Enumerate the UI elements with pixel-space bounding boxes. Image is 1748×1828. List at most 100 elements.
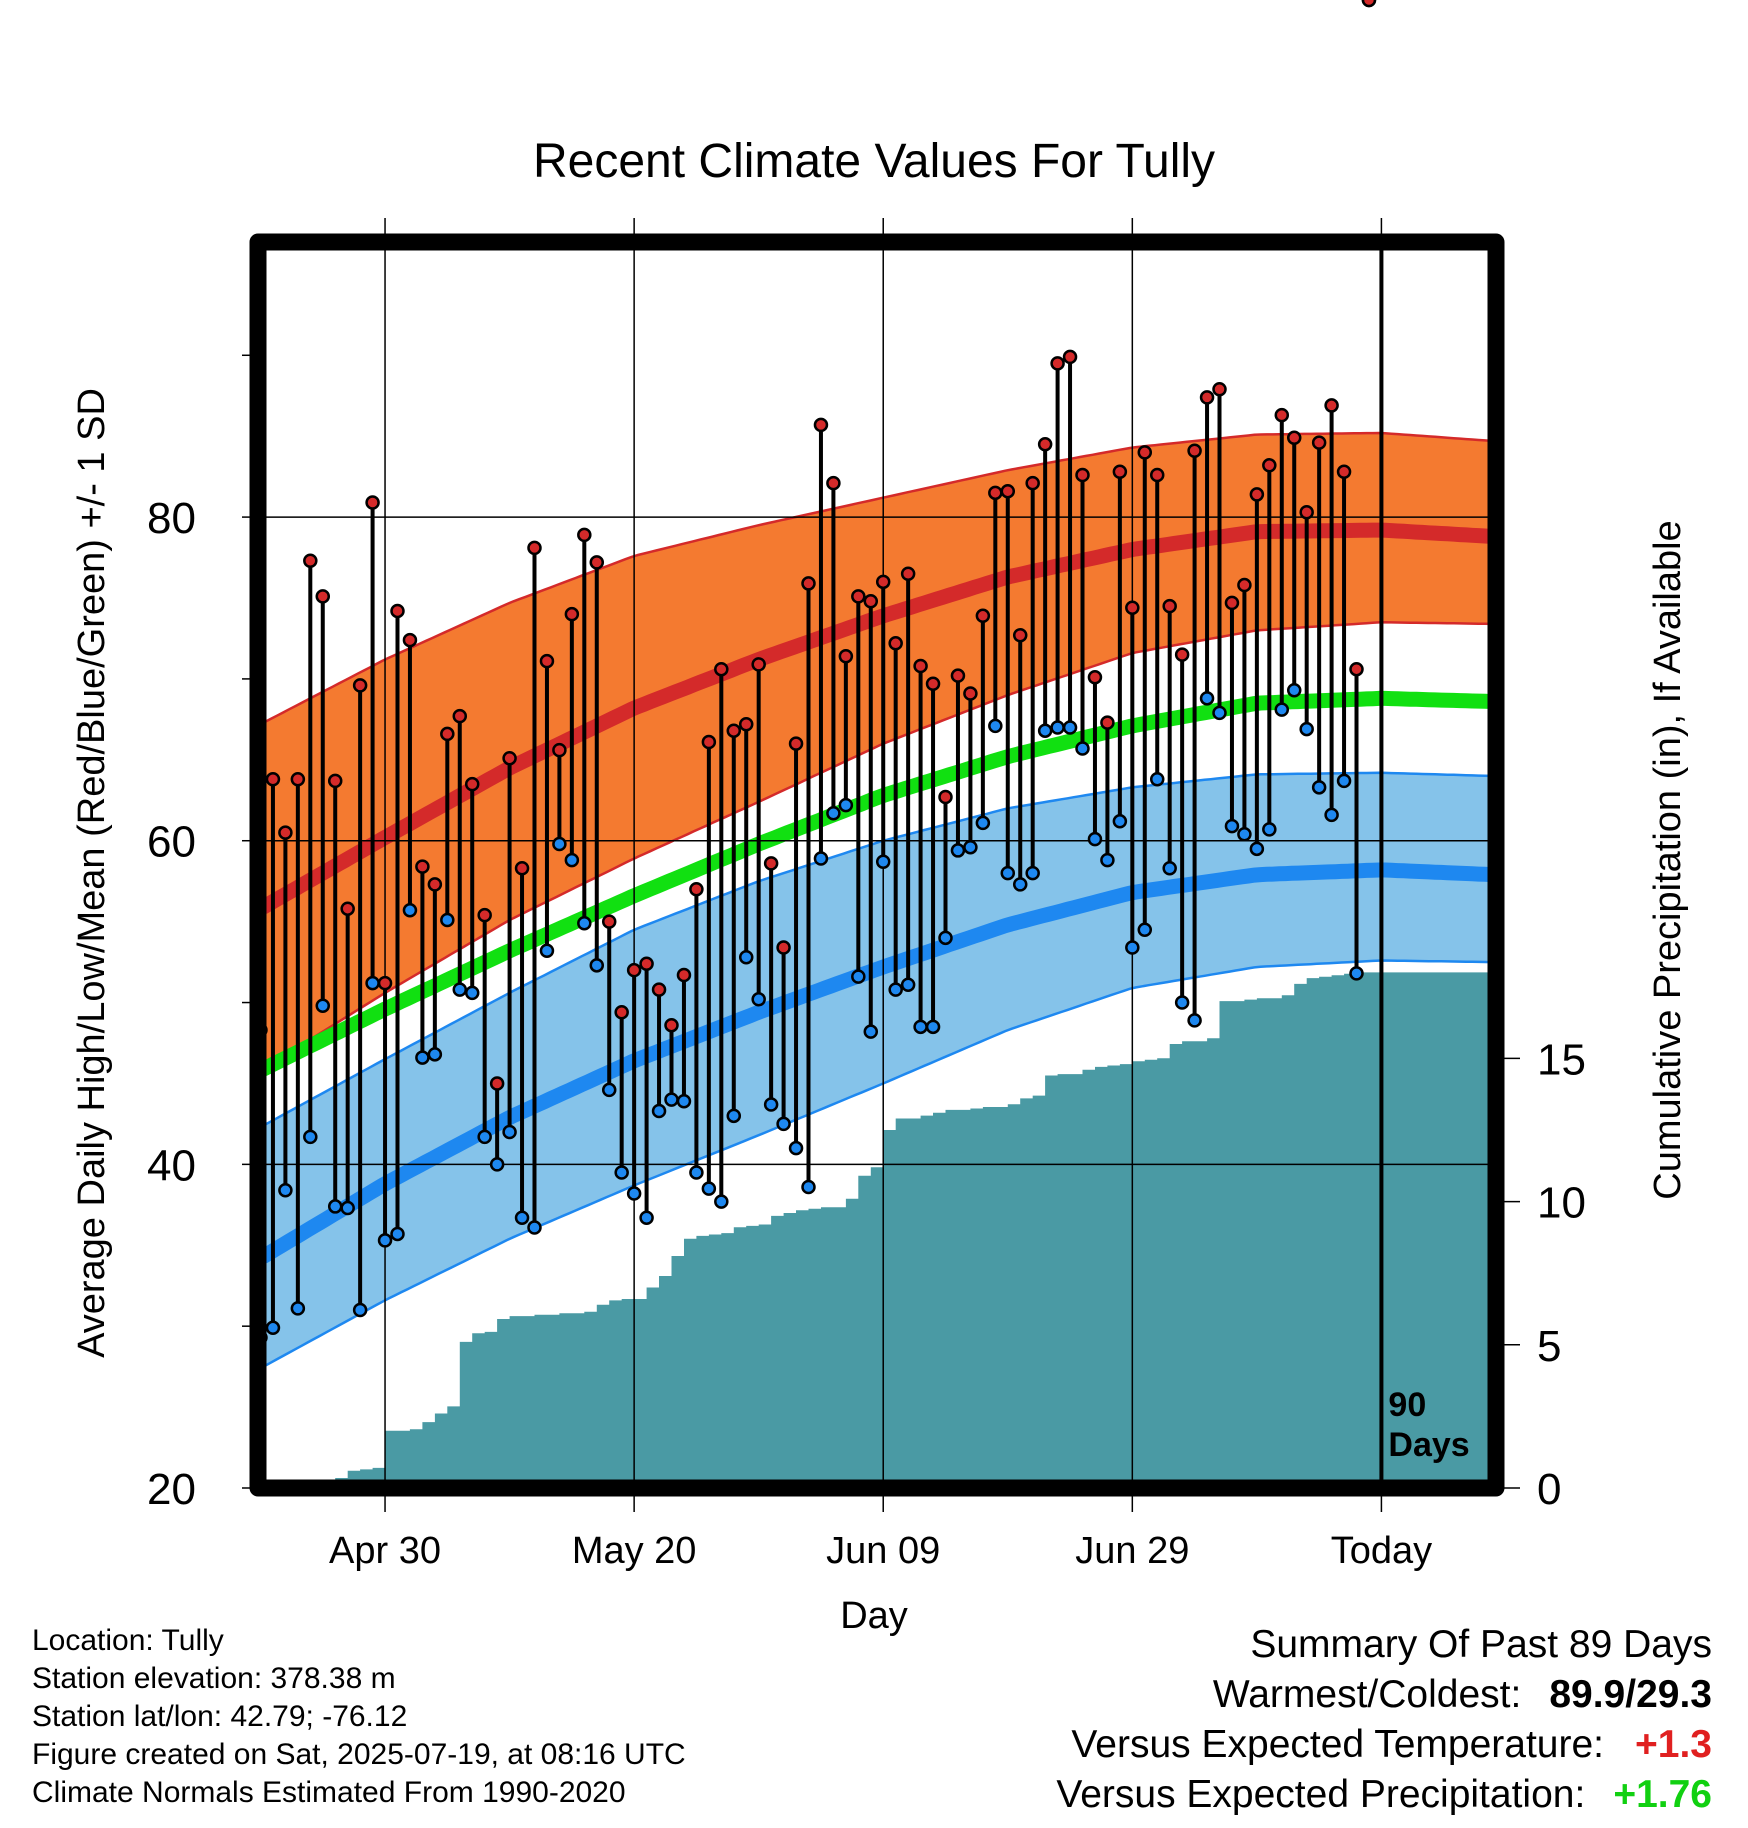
daily-high-point: [1286, 430, 1302, 446]
daily-low-point: [1112, 814, 1128, 829]
daily-high-point: [900, 566, 916, 581]
daily-low-point: [975, 815, 991, 831]
daily-low-point: [875, 854, 891, 870]
warmest-coldest-value: 89.9/29.3: [1549, 1673, 1712, 1716]
daily-high-point: [726, 723, 742, 738]
summary-heading: Summary Of Past 89 Days: [1250, 1623, 1712, 1666]
daily-low-point: [1187, 1013, 1202, 1028]
daily-high-point: [913, 658, 928, 674]
daily-high-point: [489, 1076, 505, 1091]
info-latlon: Station lat/lon: 42.79; -76.12: [32, 1700, 408, 1733]
daily-high-point: [440, 726, 455, 742]
daily-high-point: [875, 574, 891, 590]
daily-low-point: [489, 1157, 505, 1172]
daily-low-point: [950, 843, 966, 858]
daily-high-point: [564, 606, 580, 622]
daily-high-point: [1336, 464, 1352, 480]
high-normal-band-upper-edge: [257, 431, 1492, 726]
daily-high-point: [1224, 595, 1240, 611]
y-tick-label: 20: [147, 1465, 196, 1514]
daily-high-point: [290, 771, 306, 787]
daily-low-point: [1349, 966, 1364, 981]
plot-frame: [249, 233, 1505, 1497]
daily-low-point: [315, 998, 331, 1014]
x-tick-label: Jun 09: [826, 1530, 940, 1572]
y2-axis-label: Cumulative Precipitation (in), If Availa…: [1647, 520, 1689, 1199]
daily-low-point: [552, 836, 567, 852]
daily-low-point: [1174, 995, 1190, 1010]
daily-low-point: [290, 1301, 306, 1316]
summary-precipitation: Versus Expected Precipitation: +1.76: [1056, 1770, 1712, 1820]
daily-high-point: [514, 860, 530, 876]
daily-high-point: [888, 636, 903, 651]
daily-low-point: [415, 1050, 430, 1065]
info-elevation: Station elevation: 378.38 m: [32, 1662, 396, 1695]
daily-low-point: [900, 977, 916, 992]
daily-low-point: [826, 805, 841, 821]
daily-high-point: [813, 417, 829, 433]
daily-low-point: [1311, 780, 1327, 795]
daily-low-point: [265, 1320, 281, 1336]
daily-low-point: [340, 1200, 355, 1216]
daily-high-point: [1212, 382, 1227, 397]
daily-low-point: [402, 903, 418, 918]
daily-low-point: [776, 1116, 791, 1132]
daily-low-point: [614, 1165, 629, 1180]
daily-low-point: [751, 992, 766, 1007]
daily-high-point: [701, 734, 717, 750]
daily-high-point: [527, 540, 542, 556]
daily-high-point: [851, 589, 866, 604]
y-tick-label: 80: [147, 494, 196, 543]
high-normal-band-lower-edge: [257, 621, 1492, 1072]
y2-tick-label: 15: [1537, 1035, 1586, 1084]
daily-low-point: [1224, 818, 1240, 834]
daily-high-point: [651, 982, 667, 997]
daily-high-point: [402, 632, 418, 648]
daily-high-point: [826, 475, 841, 491]
daily-low-point: [639, 1210, 654, 1226]
daily-high-point: [925, 676, 941, 692]
daily-high-point: [1125, 600, 1140, 615]
daily-low-point: [651, 1103, 667, 1119]
daily-high-point: [664, 1017, 679, 1033]
daily-low-point: [514, 1210, 530, 1226]
daily-high-point: [938, 789, 953, 805]
daily-low-point: [1149, 771, 1165, 787]
daily-low-point: [452, 982, 468, 997]
daily-high-point: [751, 657, 766, 672]
daily-low-point: [963, 839, 978, 855]
daily-low-point: [377, 1233, 393, 1248]
daily-high-point: [577, 527, 592, 543]
warmest-coldest-label: Warmest/Coldest:: [1212, 1673, 1522, 1716]
daily-low-point: [1087, 831, 1103, 847]
x-tick-label: Apr 30: [329, 1530, 441, 1572]
low-normal-band-upper-edge: [257, 771, 1492, 1129]
x-tick-label: May 20: [572, 1530, 697, 1572]
daily-high-point: [1349, 661, 1364, 677]
x-axis-label: Day: [840, 1595, 908, 1637]
daily-high-point: [601, 914, 617, 929]
daily-low-point: [664, 1092, 679, 1107]
daily-low-point: [589, 958, 605, 973]
daily-high-point: [1149, 467, 1165, 483]
daily-low-point: [577, 916, 592, 931]
chart-title: Recent Climate Values For Tully: [533, 135, 1215, 188]
daily-low-point: [1299, 721, 1314, 737]
daily-high-point: [975, 608, 991, 624]
daily-high-point: [1087, 670, 1103, 685]
daily-high-point: [452, 708, 468, 724]
daily-high-point: [1249, 487, 1265, 502]
daily-high-point: [1025, 475, 1040, 491]
daily-high-point: [714, 661, 729, 677]
high-normal-band: [258, 433, 1491, 1071]
daily-low-point: [1212, 705, 1227, 721]
daily-high-point: [988, 485, 1003, 501]
daily-high-point: [278, 825, 293, 840]
daily-low-point: [788, 1140, 804, 1156]
temp-vs-expected-value: +1.3: [1635, 1723, 1712, 1766]
y-tick-label: 40: [147, 1141, 196, 1190]
daily-low-point: [838, 797, 854, 813]
low-normal-band-lower-edge: [257, 959, 1492, 1370]
daily-low-point: [1162, 860, 1177, 876]
today-days-label-number: 90: [1388, 1386, 1426, 1424]
